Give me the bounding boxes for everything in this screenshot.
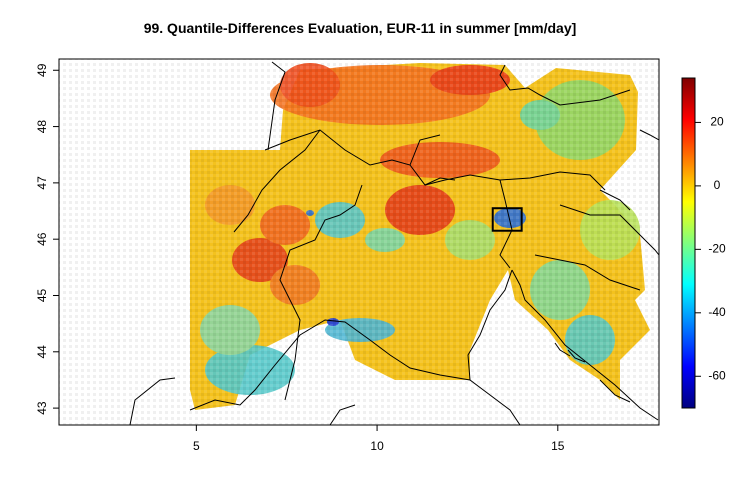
colorbar-tick-label: -60 xyxy=(708,368,726,382)
coastline xyxy=(567,349,586,363)
y-tick-label: 46 xyxy=(35,232,49,246)
border-line xyxy=(559,204,646,241)
border-line xyxy=(409,134,441,166)
colorbar-tick-label: 0 xyxy=(714,178,721,192)
coastline xyxy=(129,377,176,425)
colorbar xyxy=(681,77,696,409)
border-line xyxy=(599,189,631,211)
coastline xyxy=(329,404,356,425)
coastline xyxy=(467,269,513,381)
border-line xyxy=(499,64,631,106)
border-line xyxy=(279,184,363,401)
colorbar-tick-label: 20 xyxy=(710,115,724,129)
y-tick-label: 44 xyxy=(35,345,49,359)
y-tick-label: 47 xyxy=(35,176,49,190)
border-line xyxy=(424,177,456,186)
country-borders xyxy=(233,61,646,401)
border-line xyxy=(233,129,321,233)
map-field xyxy=(59,59,659,425)
coastline xyxy=(554,342,571,357)
border-line xyxy=(534,254,641,291)
coastline xyxy=(189,319,521,425)
border-line xyxy=(267,61,286,151)
coastline xyxy=(599,379,631,403)
x-tick-label: 5 xyxy=(193,439,200,453)
plot-frame xyxy=(58,58,660,426)
highlight-box xyxy=(491,207,523,232)
colorbar-axis: 20 0 -20 -40 -60 xyxy=(695,115,726,382)
coastline xyxy=(639,129,659,141)
colorbar-tick-label: -20 xyxy=(708,242,726,256)
x-axis: 5 10 15 xyxy=(193,425,565,453)
x-tick-label: 15 xyxy=(551,439,565,453)
y-tick-label: 43 xyxy=(35,401,49,415)
x-tick-label: 10 xyxy=(370,439,384,453)
coastlines xyxy=(129,129,659,425)
y-tick-label: 45 xyxy=(35,288,49,302)
texture-overlay xyxy=(59,59,659,425)
coastline xyxy=(644,239,659,256)
chart-title: 99. Quantile-Differences Evaluation, EUR… xyxy=(143,20,577,36)
colorbar-tick-label: -40 xyxy=(708,305,726,319)
y-tick-label: 48 xyxy=(35,120,49,134)
coastline xyxy=(511,269,659,421)
y-tick-label: 49 xyxy=(35,63,49,77)
y-axis: 43 44 45 46 47 48 49 xyxy=(35,63,59,415)
